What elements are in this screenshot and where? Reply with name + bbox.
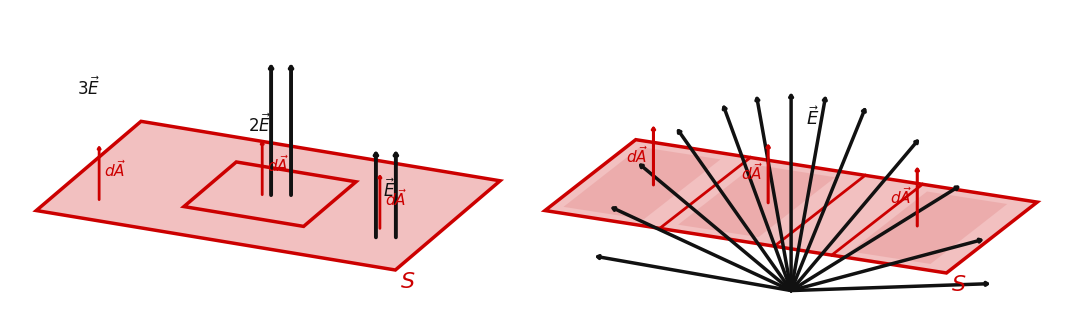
Polygon shape (37, 121, 500, 270)
Polygon shape (184, 162, 356, 226)
Polygon shape (564, 147, 720, 219)
Text: $2\vec{E}$: $2\vec{E}$ (248, 114, 271, 137)
Text: $d\vec{A}$: $d\vec{A}$ (384, 188, 407, 209)
Polygon shape (678, 165, 835, 237)
Text: $\vec{E}$: $\vec{E}$ (806, 106, 820, 129)
Polygon shape (850, 191, 1008, 264)
Text: $d\vec{A}$: $d\vec{A}$ (626, 145, 648, 166)
Text: $d\vec{A}$: $d\vec{A}$ (741, 162, 764, 184)
Text: $\vec{E}$: $\vec{E}$ (383, 179, 396, 201)
Text: $S$: $S$ (951, 275, 967, 295)
Text: $d\vec{A}$: $d\vec{A}$ (890, 186, 913, 207)
Text: $d\vec{A}$: $d\vec{A}$ (104, 159, 126, 180)
Text: $d\vec{A}$: $d\vec{A}$ (267, 154, 289, 175)
Polygon shape (545, 140, 1037, 273)
Text: $S$: $S$ (401, 272, 416, 292)
Text: $3\vec{E}$: $3\vec{E}$ (77, 77, 100, 100)
